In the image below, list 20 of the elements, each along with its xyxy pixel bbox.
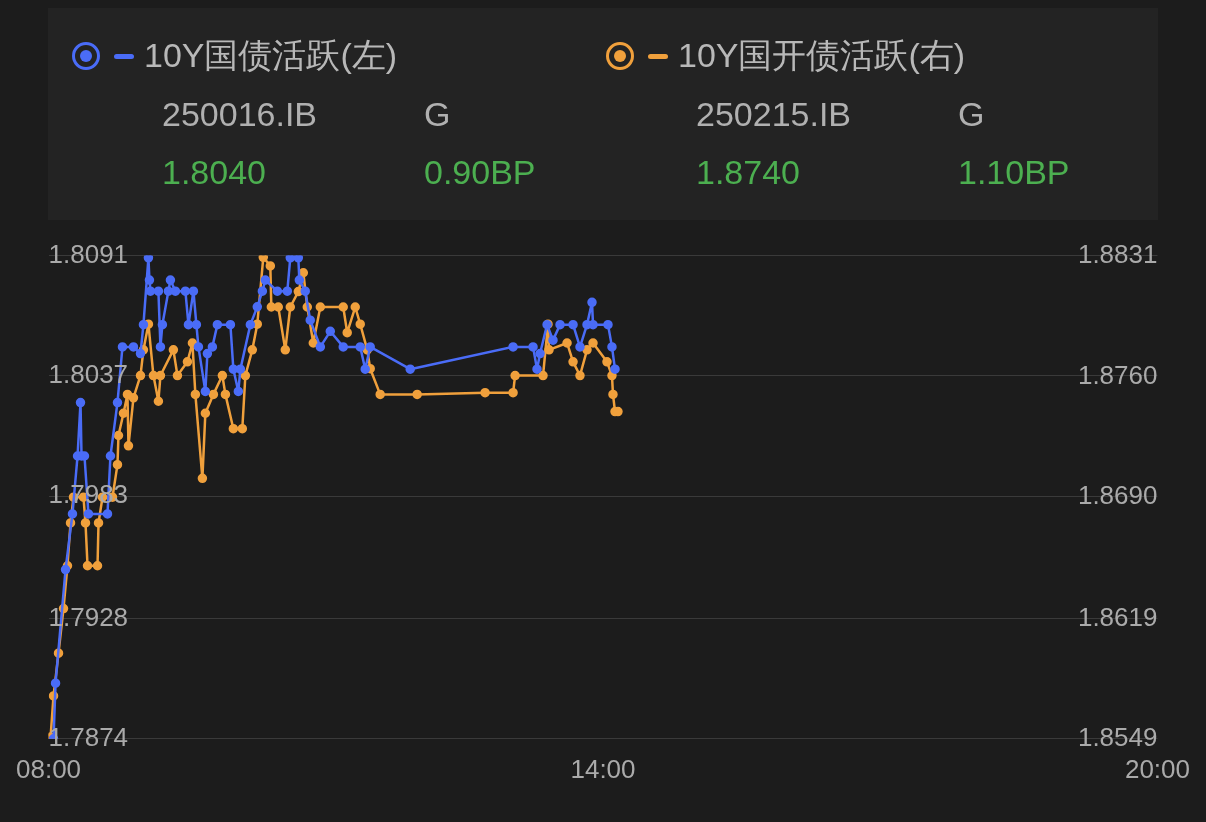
y-tick-label: 1.8091 (48, 238, 129, 269)
y2-tick-label: 1.8549 (1077, 721, 1158, 752)
text: 1.8040 (162, 152, 267, 192)
x-tick-label: 08:00 (15, 753, 82, 784)
y2-tick-label: 1.8690 (1077, 480, 1158, 511)
y2-tick-label: 1.8760 (1077, 360, 1158, 391)
text: 250215.IB (696, 94, 853, 134)
text: G (424, 94, 451, 134)
text: 0.90BP (424, 152, 536, 192)
x-tick-label: 14:00 (570, 753, 636, 784)
text: 1.10BP (958, 152, 1070, 192)
text: G (958, 94, 985, 134)
text: 1.8740 (696, 152, 801, 192)
legend-label: 10Y国债活跃(左) (144, 35, 398, 76)
text: 250016.IB (162, 94, 319, 134)
legend-label: 10Y国开债活跃(右) (678, 35, 966, 76)
y2-tick-label: 1.8831 (1077, 238, 1158, 269)
y-tick-label: 1.7874 (48, 721, 129, 752)
x-tick-label: 20:00 (1124, 753, 1191, 784)
y2-tick-label: 1.8619 (1077, 602, 1158, 633)
